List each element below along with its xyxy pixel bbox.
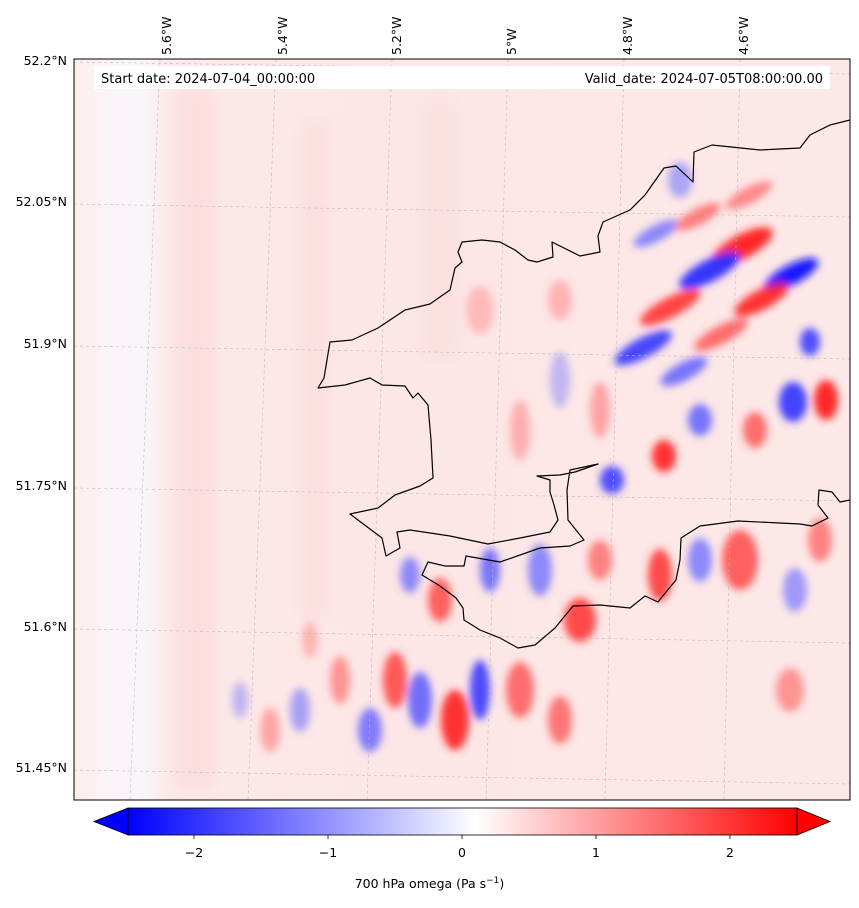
graticule [74,59,850,800]
colorbar-extend-max [796,807,832,836]
colorbar-extend-min [92,807,129,836]
coastline [317,119,850,649]
colorbar-tick-4: 2 [726,845,734,860]
lon-label-2: 5.2°W [389,17,404,56]
colorbar: −2 −1 0 1 2 [92,807,832,860]
colorbar-tick-0: −2 [185,845,203,860]
lon-label-3: 5°W [504,28,519,55]
map-panel: Start date: 2024-07-04_00:00:00 Valid_da… [73,58,851,801]
lat-label-4: 51.6°N [24,619,67,634]
colorbar-tick-1: −1 [319,845,337,860]
valid-date-label: Valid_date: 2024-07-05T08:00:00.00 [585,72,823,87]
colorbar-tick-2: 0 [458,845,466,860]
longitude-labels: 5.6°W 5.4°W 5.2°W 5°W 4.8°W 4.6°W [159,17,751,56]
info-box: Start date: 2024-07-04_00:00:00 Valid_da… [94,66,830,89]
lat-label-3: 51.75°N [16,478,67,493]
latitude-labels: 52.2°N 52.05°N 51.9°N 51.75°N 51.6°N 51.… [16,53,67,775]
lon-label-1: 5.4°W [275,17,290,56]
lon-label-4: 4.8°W [620,17,635,56]
colorbar-tick-3: 1 [592,845,600,860]
colorbar-body [128,808,797,835]
start-date-label: Start date: 2024-07-04_00:00:00 [101,72,315,87]
lat-label-2: 51.9°N [24,336,67,351]
colorbar-label: 700 hPa omega (Pa s−1) [354,876,505,892]
lon-label-0: 5.6°W [159,17,174,56]
omega-field [110,60,838,800]
lat-label-0: 52.2°N [24,53,67,68]
lat-label-5: 51.45°N [16,760,67,775]
lat-label-1: 52.05°N [16,194,67,209]
map-frame [73,58,851,801]
lon-label-5: 4.6°W [736,17,751,56]
